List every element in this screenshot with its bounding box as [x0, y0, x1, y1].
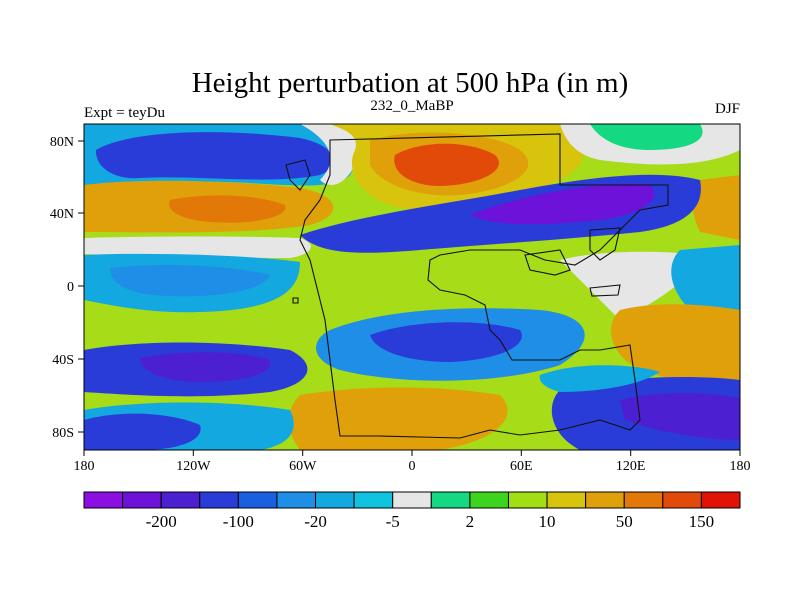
colorbar-swatch	[83, 491, 124, 509]
x-tick-label: 0	[409, 459, 416, 474]
x-tick-label: 120E	[616, 459, 646, 474]
colorbar-swatch	[430, 491, 471, 509]
plot-title: Height perturbation at 500 hPa (in m)	[192, 67, 629, 99]
colorbar	[83, 491, 741, 509]
field-arctic-ne-green	[590, 124, 703, 150]
x-tick-label: 180	[74, 459, 95, 474]
field-tropical-blue-east	[671, 245, 740, 320]
coast-arabia	[524, 249, 571, 276]
colorbar-label: 50	[616, 512, 633, 531]
y-tick-label: 80N	[50, 135, 74, 150]
field-max-siberia	[394, 143, 499, 186]
colorbar-swatch	[160, 491, 201, 509]
colorbar-labels: -200 -100 -20 -5 2 10 50 150	[146, 512, 715, 531]
coast-islands	[589, 284, 621, 297]
x-tick-label: 60E	[510, 459, 533, 474]
field-far-south-blue-east-core	[620, 393, 740, 440]
field-asian-trough-core	[470, 184, 655, 225]
subtitle-period: 232_0_MaBP	[370, 98, 453, 114]
field-far-south-cyan-east	[539, 365, 660, 392]
colorbar-swatch	[392, 491, 432, 509]
colorbar-swatch	[546, 491, 587, 509]
x-tick-label: 120W	[176, 459, 211, 474]
axis-ticks	[78, 140, 741, 456]
colorbar-label: -100	[223, 512, 254, 531]
field-south-blue-central-core	[370, 322, 522, 362]
colorbar-swatch	[353, 491, 394, 509]
field-band-midlat-west-core	[169, 195, 286, 223]
y-tick-label: 40N	[50, 207, 74, 222]
x-tick-label: 180	[730, 459, 751, 474]
continent-outline	[285, 133, 669, 439]
field-tropical-blue-west-core	[110, 264, 270, 297]
field-band-midlat-east-orange	[692, 175, 740, 240]
height-field-map	[84, 124, 740, 450]
field-tropical-white-east	[560, 251, 700, 320]
subtitle-experiment: Expt = teyDu	[84, 105, 165, 121]
field-far-south-blue-west	[84, 413, 201, 450]
field-south-west-core	[140, 352, 271, 382]
y-tick-label: 80S	[52, 426, 74, 441]
colorbar-swatch	[700, 491, 741, 509]
colorbar-label: -200	[146, 512, 177, 531]
colorbar-swatch	[623, 491, 664, 509]
colorbar-swatch	[276, 491, 317, 509]
field-south-orange-east	[610, 304, 740, 382]
coast-small-island	[292, 297, 299, 304]
field-band-north-low-west	[95, 132, 334, 180]
y-tick-label: 0	[67, 280, 74, 295]
colorbar-label: 2	[466, 512, 475, 531]
subtitle-season: DJF	[715, 101, 740, 117]
coast-southeast-asia	[589, 227, 621, 261]
colorbar-swatch	[315, 491, 355, 509]
coast-europe-asia	[299, 133, 669, 439]
colorbar-swatch	[469, 491, 509, 509]
field-far-south-orange	[288, 387, 508, 450]
colorbar-label: -5	[386, 512, 400, 531]
colorbar-label: -20	[304, 512, 327, 531]
colorbar-swatch	[662, 491, 702, 509]
colorbar-swatch	[237, 491, 278, 509]
coast-greenland	[285, 159, 311, 191]
x-tick-label: 60W	[289, 459, 317, 474]
y-axis-labels: 80N 40N 0 40S 80S	[50, 135, 74, 441]
colorbar-label: 150	[689, 512, 715, 531]
y-tick-label: 40S	[52, 353, 74, 368]
field-tropical-white-band	[84, 236, 311, 258]
colorbar-swatch	[585, 491, 625, 509]
colorbar-swatch	[507, 491, 548, 509]
colorbar-label: 10	[539, 512, 556, 531]
colorbar-swatch	[199, 491, 239, 509]
colorbar-swatch	[122, 491, 162, 509]
x-axis-labels: 180 120W 60W 0 60E 120E 180	[74, 459, 751, 474]
